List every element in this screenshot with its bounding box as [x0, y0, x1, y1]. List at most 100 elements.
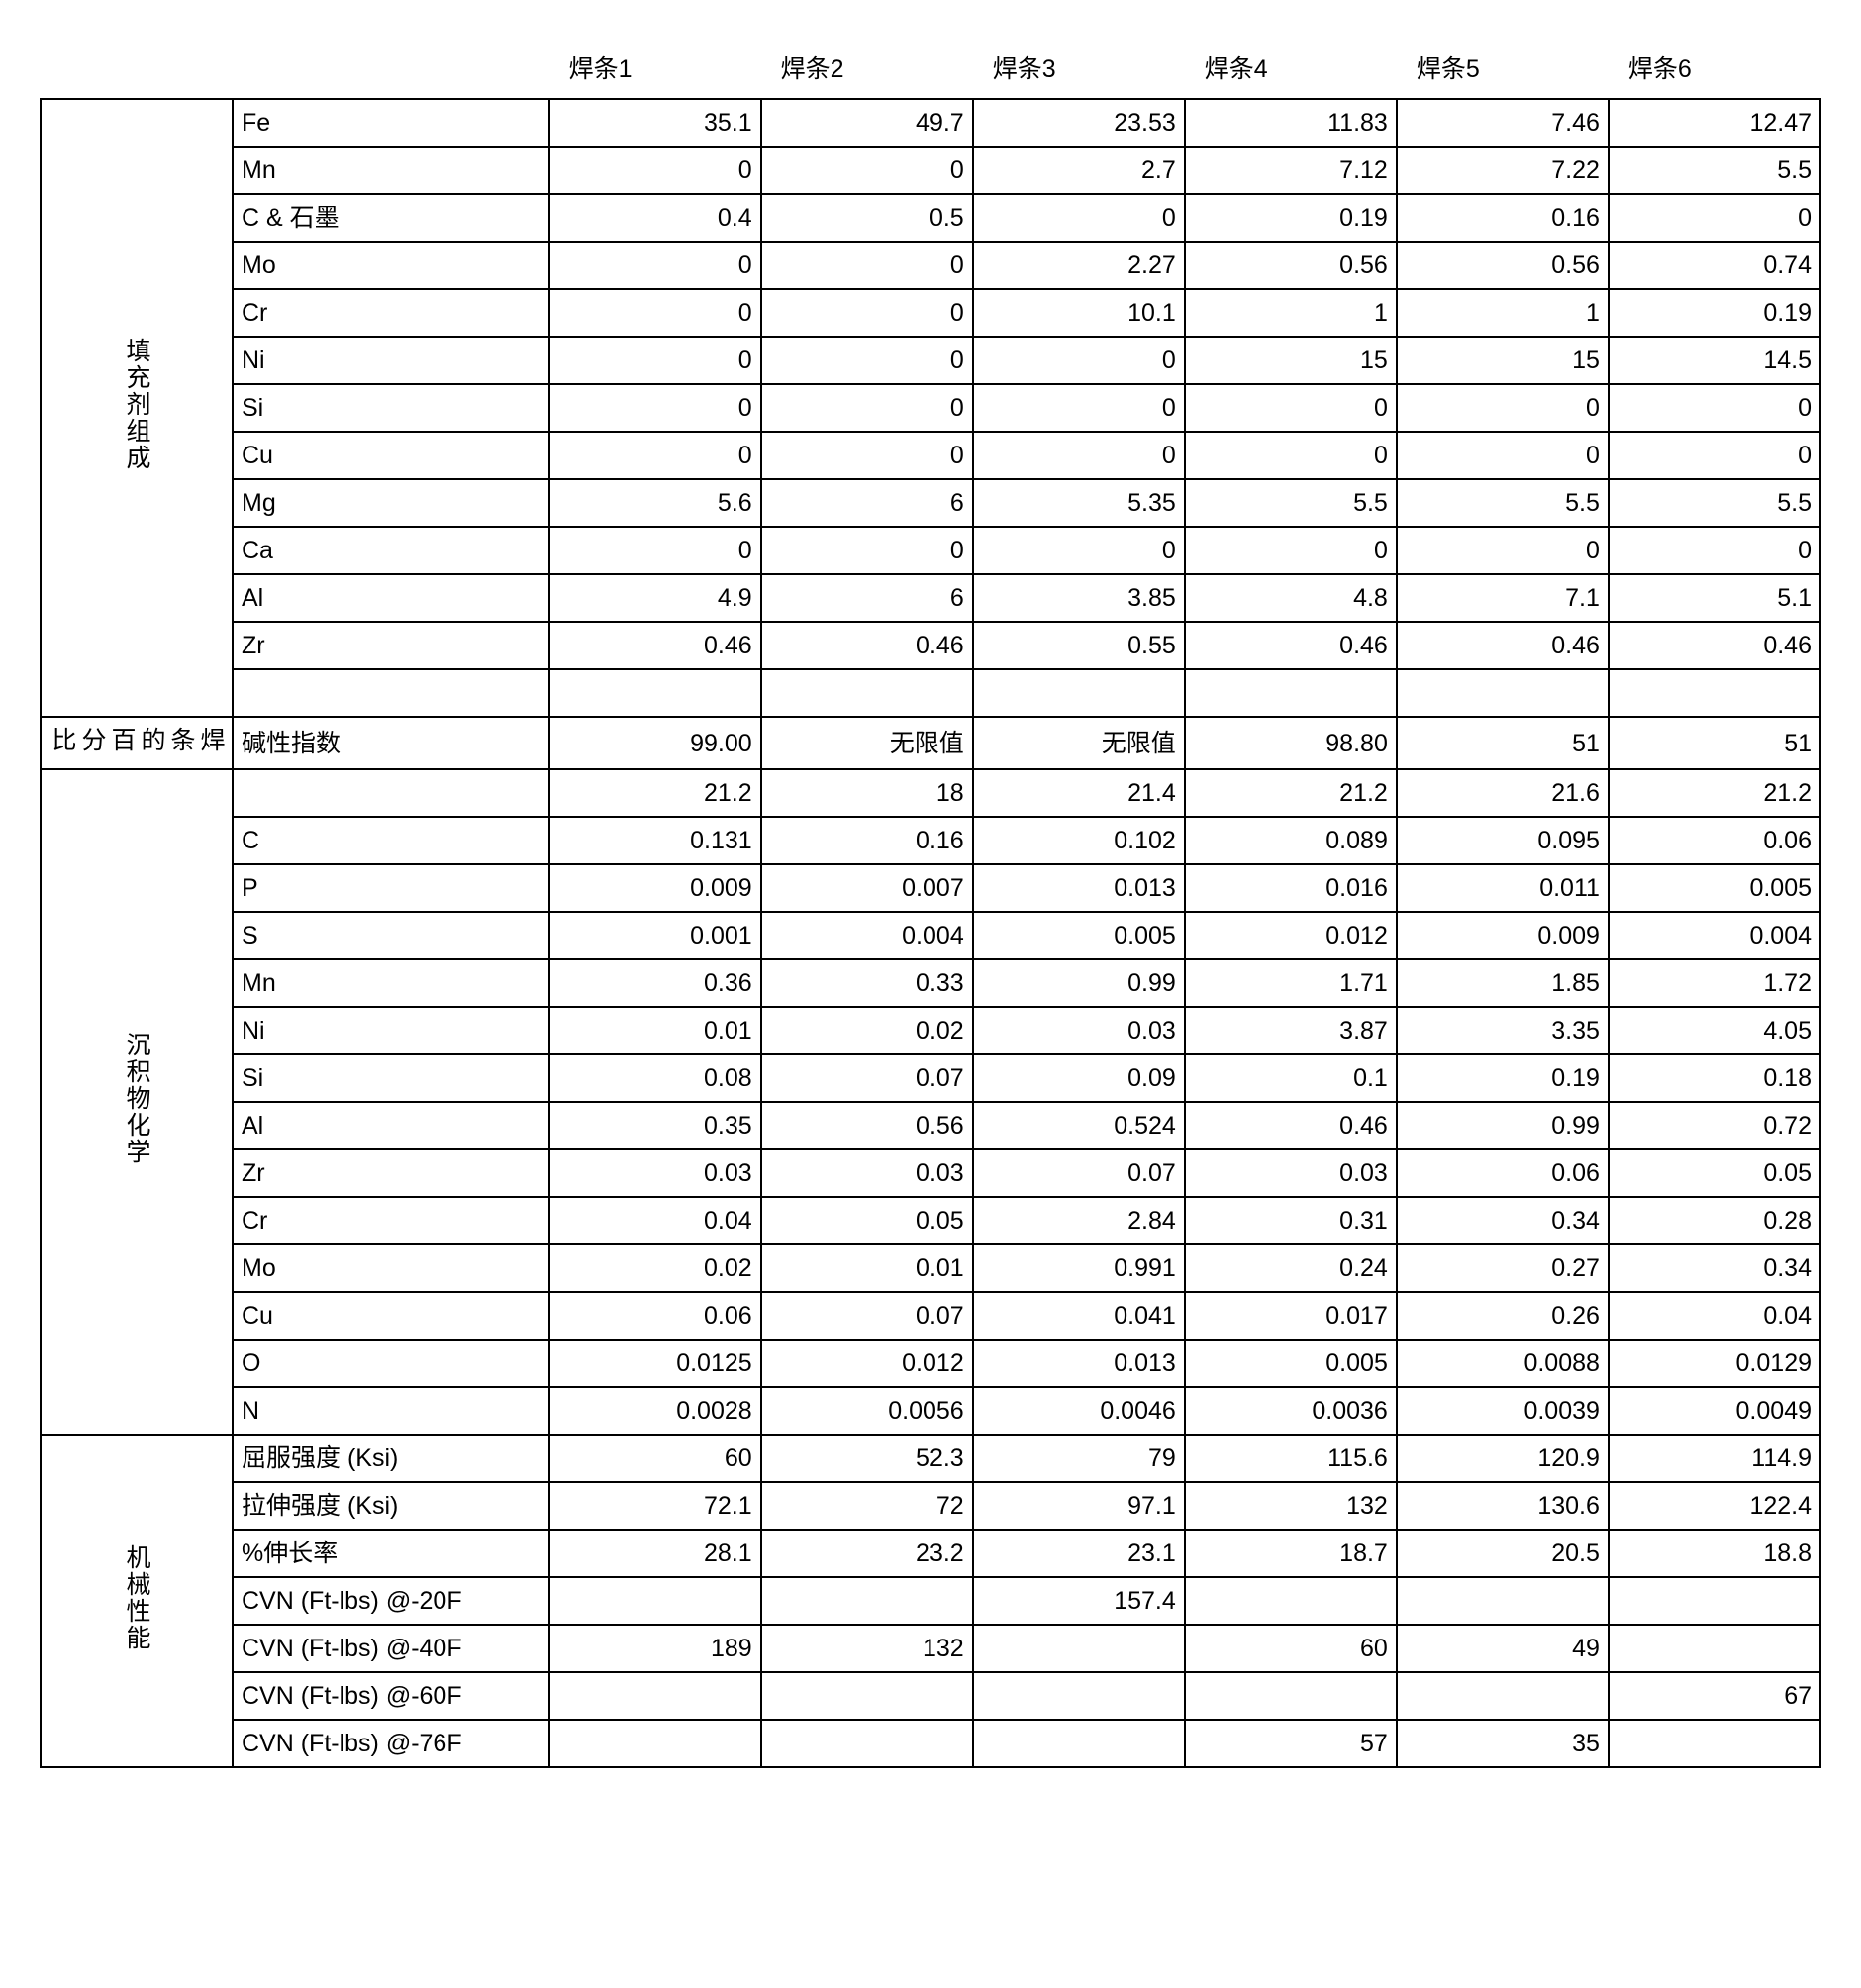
row-label: Si — [233, 1054, 549, 1102]
cell-value: 3.35 — [1397, 1007, 1609, 1054]
cell-value: 0.16 — [1397, 194, 1609, 242]
cell-value — [1397, 1577, 1609, 1625]
table-row: Si000000 — [41, 384, 1820, 432]
cell-value: 0 — [549, 432, 761, 479]
cell-value: 35.1 — [549, 99, 761, 147]
table-row: Ni0.010.020.033.873.354.05 — [41, 1007, 1820, 1054]
data-table: 焊条1 焊条2 焊条3 焊条4 焊条5 焊条6 填充剂组成Fe35.149.72… — [40, 40, 1821, 1768]
cell-value: 0.99 — [973, 959, 1185, 1007]
cell-value: 0.27 — [1397, 1244, 1609, 1292]
row-label: Al — [233, 574, 549, 622]
cell-value: 0.07 — [761, 1292, 973, 1340]
cell-value: 0.004 — [761, 912, 973, 959]
cell-value: 0 — [973, 432, 1185, 479]
row-label: O — [233, 1340, 549, 1387]
cell-value: 0.46 — [1397, 622, 1609, 669]
cell-value: 5.1 — [1609, 574, 1820, 622]
row-label: Zr — [233, 1149, 549, 1197]
cell-value: 21.6 — [1397, 769, 1609, 817]
cell-value: 10.1 — [973, 289, 1185, 337]
cell-value: 132 — [761, 1625, 973, 1672]
cell-value: 0.005 — [1609, 864, 1820, 912]
cell-value: 0.02 — [761, 1007, 973, 1054]
cell-value: 0 — [549, 289, 761, 337]
cell-value: 0.74 — [1609, 242, 1820, 289]
cell-value: 0 — [1609, 194, 1820, 242]
cell-value — [973, 1720, 1185, 1767]
cell-value: 0 — [549, 242, 761, 289]
row-label: 拉伸强度 (Ksi) — [233, 1482, 549, 1530]
cell-value: 2.84 — [973, 1197, 1185, 1244]
cell-value — [1609, 669, 1820, 717]
table-row: Cr0010.1110.19 — [41, 289, 1820, 337]
table-row — [41, 669, 1820, 717]
cell-value: 97.1 — [973, 1482, 1185, 1530]
section-label: 焊条的百分比 — [41, 717, 233, 769]
cell-value: 0.34 — [1397, 1197, 1609, 1244]
row-label: Fe — [233, 99, 549, 147]
cell-value: 0.36 — [549, 959, 761, 1007]
cell-value: 23.1 — [973, 1530, 1185, 1577]
cell-value: 0.06 — [1397, 1149, 1609, 1197]
cell-value: 0.0056 — [761, 1387, 973, 1435]
cell-value: 0.012 — [761, 1340, 973, 1387]
cell-value: 0 — [1609, 527, 1820, 574]
col-header-5: 焊条5 — [1397, 40, 1609, 99]
cell-value: 72 — [761, 1482, 973, 1530]
cell-value: 60 — [1185, 1625, 1397, 1672]
cell-value: 0.35 — [549, 1102, 761, 1149]
cell-value: 0 — [973, 194, 1185, 242]
row-label: Mg — [233, 479, 549, 527]
cell-value: 15 — [1185, 337, 1397, 384]
row-label: Mn — [233, 959, 549, 1007]
cell-value: 122.4 — [1609, 1482, 1820, 1530]
cell-value — [549, 1720, 761, 1767]
cell-value: 0.009 — [549, 864, 761, 912]
cell-value: 无限值 — [761, 717, 973, 769]
col-header-2: 焊条2 — [761, 40, 973, 99]
cell-value: 0.56 — [1397, 242, 1609, 289]
cell-value: 0.004 — [1609, 912, 1820, 959]
cell-value: 0.05 — [1609, 1149, 1820, 1197]
cell-value — [761, 1577, 973, 1625]
cell-value: 6 — [761, 479, 973, 527]
header-blank-1 — [41, 40, 233, 99]
cell-value: 0.016 — [1185, 864, 1397, 912]
cell-value: 0.46 — [1609, 622, 1820, 669]
table-row: 机械性能屈服强度 (Ksi)6052.379115.6120.9114.9 — [41, 1435, 1820, 1482]
table-row: 填充剂组成Fe35.149.723.5311.837.4612.47 — [41, 99, 1820, 147]
cell-value: 0.19 — [1609, 289, 1820, 337]
row-label — [233, 769, 549, 817]
row-label: Si — [233, 384, 549, 432]
cell-value: 0.012 — [1185, 912, 1397, 959]
cell-value: 79 — [973, 1435, 1185, 1482]
table-row: Zr0.030.030.070.030.060.05 — [41, 1149, 1820, 1197]
cell-value: 0.0088 — [1397, 1340, 1609, 1387]
cell-value: 0 — [761, 337, 973, 384]
cell-value: 5.5 — [1397, 479, 1609, 527]
cell-value: 132 — [1185, 1482, 1397, 1530]
table-row: C0.1310.160.1020.0890.0950.06 — [41, 817, 1820, 864]
cell-value: 4.8 — [1185, 574, 1397, 622]
row-label: S — [233, 912, 549, 959]
cell-value: 189 — [549, 1625, 761, 1672]
cell-value: 0.99 — [1397, 1102, 1609, 1149]
cell-value: 0.24 — [1185, 1244, 1397, 1292]
row-label: Mo — [233, 1244, 549, 1292]
cell-value: 0.991 — [973, 1244, 1185, 1292]
table-row: N0.00280.00560.00460.00360.00390.0049 — [41, 1387, 1820, 1435]
table-row: Zr0.460.460.550.460.460.46 — [41, 622, 1820, 669]
row-label — [233, 669, 549, 717]
row-label: Mo — [233, 242, 549, 289]
table-row: CVN (Ft-lbs) @-40F1891326049 — [41, 1625, 1820, 1672]
cell-value: 0.05 — [761, 1197, 973, 1244]
table-row: O0.01250.0120.0130.0050.00880.0129 — [41, 1340, 1820, 1387]
cell-value: 无限值 — [973, 717, 1185, 769]
cell-value: 1 — [1397, 289, 1609, 337]
table-row: Mo002.270.560.560.74 — [41, 242, 1820, 289]
cell-value: 0.56 — [761, 1102, 973, 1149]
cell-value: 14.5 — [1609, 337, 1820, 384]
cell-value — [1185, 1577, 1397, 1625]
cell-value: 23.2 — [761, 1530, 973, 1577]
cell-value: 18 — [761, 769, 973, 817]
